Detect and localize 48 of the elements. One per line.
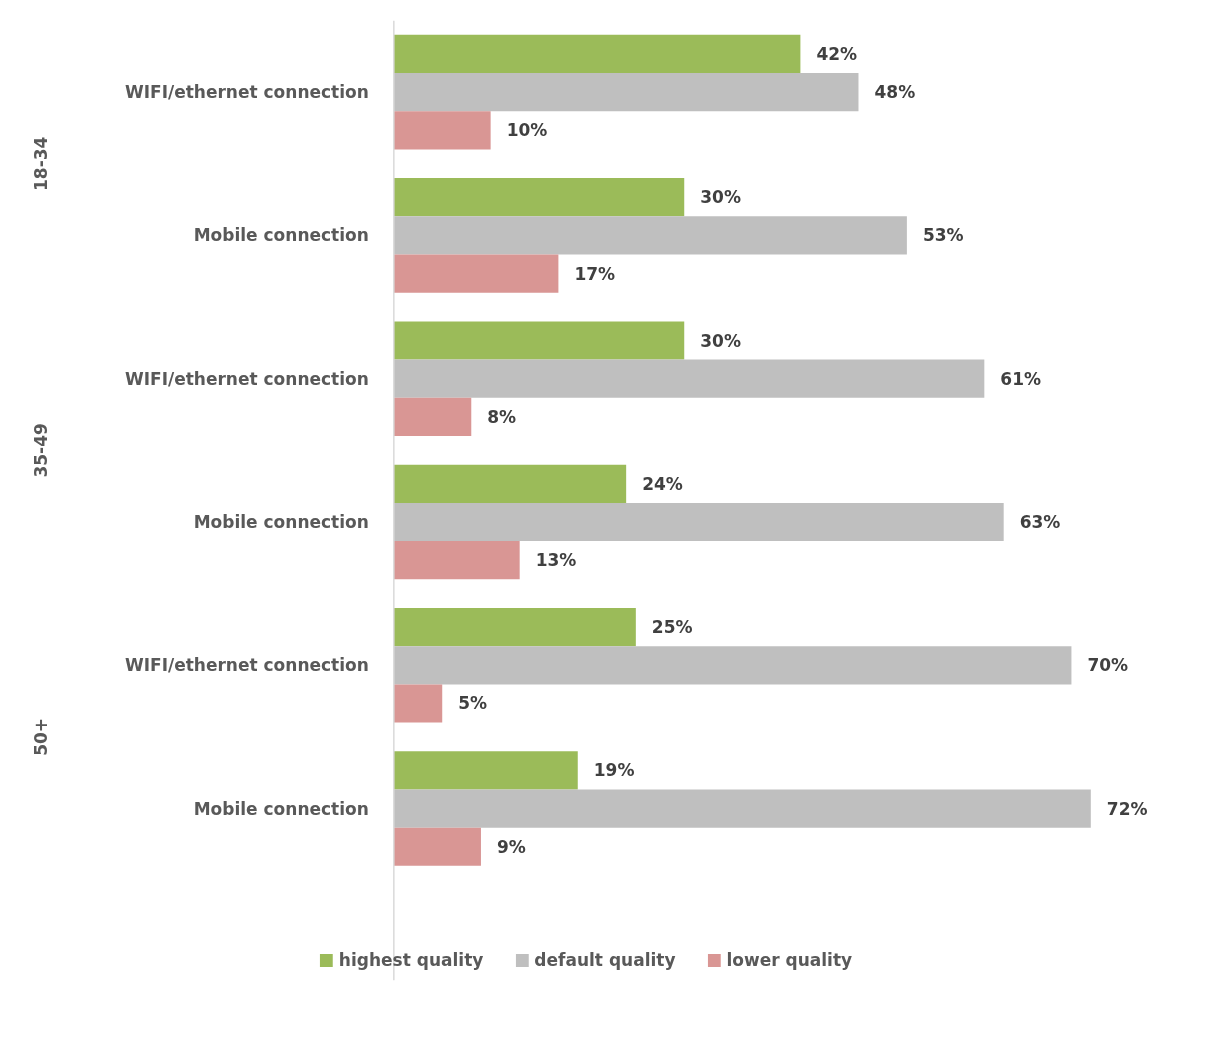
bar [393,73,859,112]
bar [393,684,443,723]
text: 18-34 [31,136,51,191]
data-label: 10% [506,120,548,141]
bar [393,789,1091,828]
data-label: 53% [922,225,964,246]
bar [393,646,1072,685]
data-label: 48% [874,82,916,103]
data-label: 42% [816,43,858,64]
data-label: 61% [1000,368,1042,389]
bar [393,751,578,790]
data-label: 17% [574,263,616,284]
y-tick-label: Mobile connection [193,225,369,246]
data-label: 72% [1106,798,1148,819]
legend-label: highest quality [338,950,484,970]
data-label: 70% [1087,655,1129,676]
legend-label: lower quality [726,950,853,970]
data-label: 63% [1019,511,1061,532]
text: 50+ [31,717,51,756]
bar [393,827,481,866]
y-tick-label: WIFI/ethernet connection [124,368,369,389]
bar [393,321,685,360]
data-label: 24% [642,473,683,494]
data-label: 8% [487,406,517,427]
bar [393,502,1004,542]
text: 35-49 [31,423,51,478]
bar [393,397,472,437]
bar [393,34,801,74]
bar [393,254,559,293]
legend-label: default quality [534,950,676,970]
data-label: 25% [651,617,693,638]
bar [393,216,907,255]
bar [393,541,520,580]
data-label: 19% [593,760,635,781]
data-label: 30% [700,187,741,208]
data-label: 13% [535,550,577,571]
bar [393,111,491,150]
data-label: 5% [458,693,488,714]
bar [393,178,685,217]
bar [393,359,985,398]
bar [393,607,636,647]
y-tick-label: Mobile connection [193,511,369,532]
data-label: 9% [496,836,526,857]
bar [393,464,627,503]
y-tick-label: Mobile connection [193,798,369,819]
y-tick-label: WIFI/ethernet connection [124,82,369,103]
y-tick-label: WIFI/ethernet connection [124,655,369,676]
data-label: 30% [700,330,741,351]
